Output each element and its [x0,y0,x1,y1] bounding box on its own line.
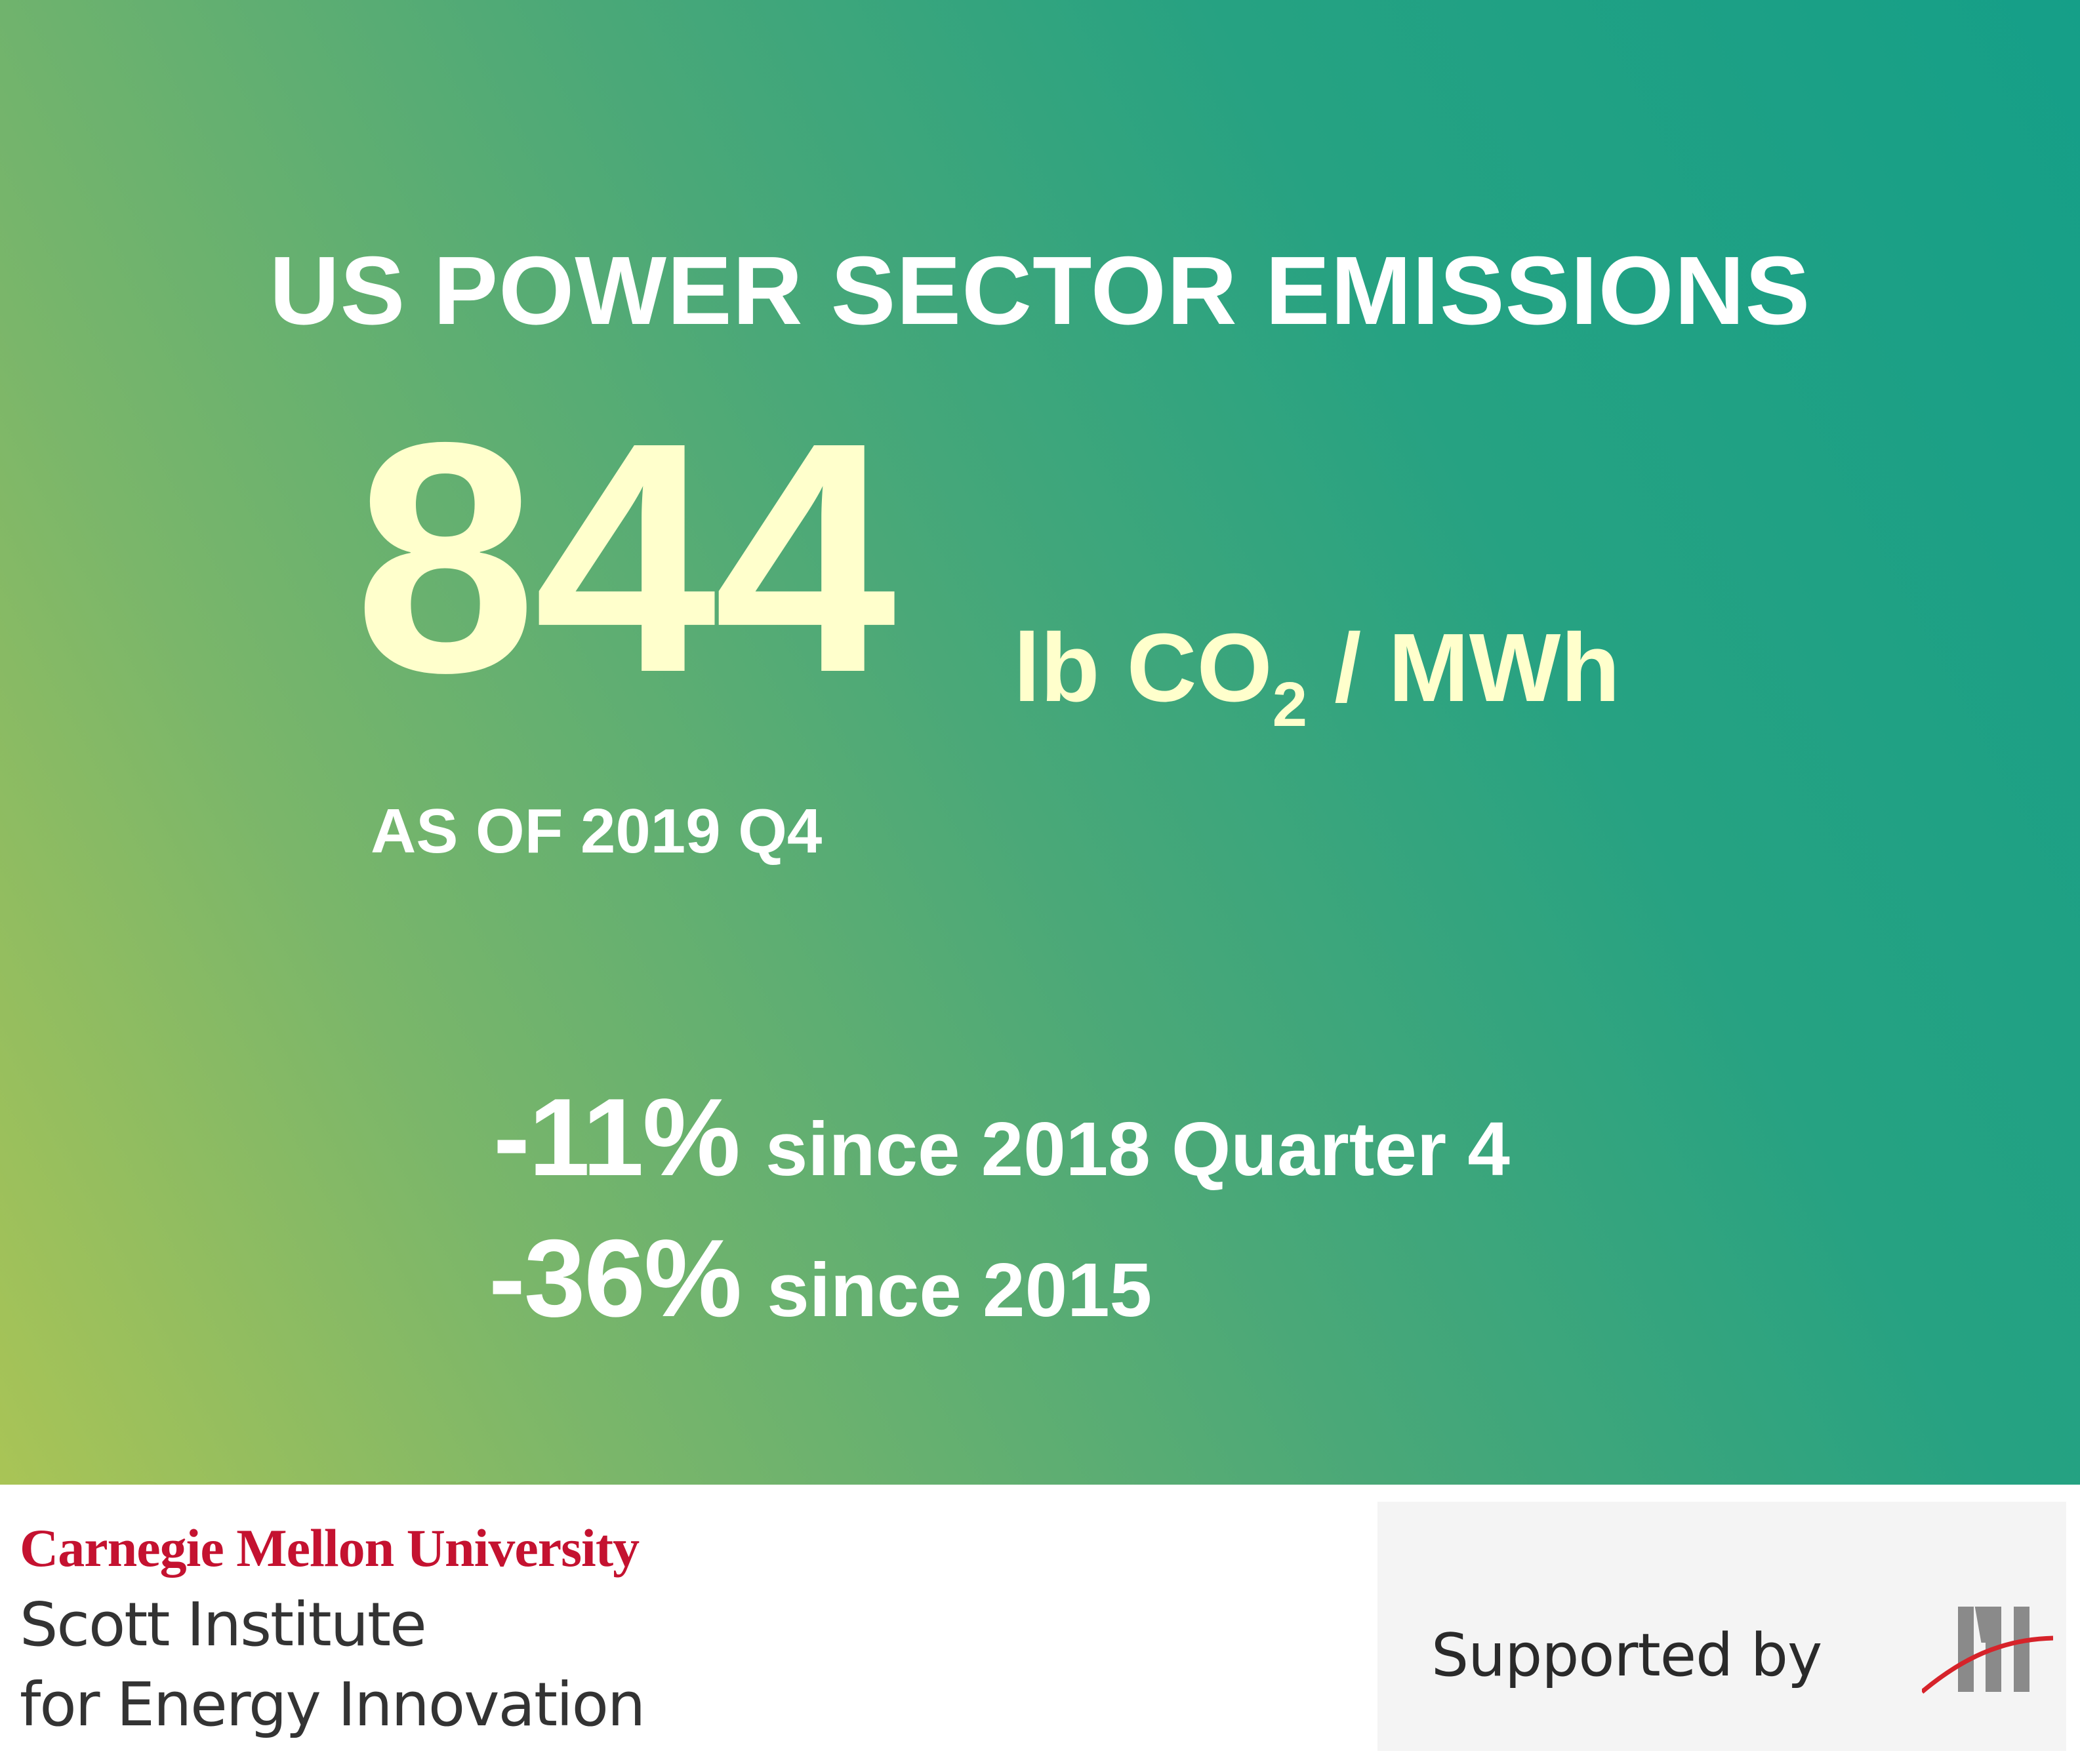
hero-panel: US POWER SECTOR EMISSIONS 844 lb CO2 / M… [0,0,2080,1485]
headline: US POWER SECTOR EMISSIONS [269,237,1811,345]
as-of-label: AS OF 2019 Q4 [371,796,823,866]
cmu-logo: Carnegie Mellon University Scott Institu… [20,1518,645,1740]
change-percent: -36% [489,1216,742,1340]
unit-suffix: / MWh [1307,614,1620,722]
change-percent: -11% [493,1075,741,1199]
emissions-unit: lb CO2 / MWh [1013,620,1620,736]
unit-prefix: lb CO [1013,614,1273,722]
supported-by-label: Supported by [1431,1621,1822,1690]
institute-name-line2: for Energy Innovation [20,1670,645,1740]
emissions-value: 844 [354,374,896,740]
sponsor-logo [1922,1607,2053,1694]
university-name: Carnegie Mellon University [20,1518,640,1578]
institute-name-line1: Scott Institute [20,1590,427,1660]
change-label: since 2018 Quarter 4 [765,1106,1510,1192]
change-stat: -36% since 2015 [489,1223,1152,1333]
change-stat: -11% since 2018 Quarter 4 [493,1082,1510,1192]
unit-subscript: 2 [1272,670,1308,740]
change-label: since 2015 [767,1247,1152,1333]
sponsor-panel: Supported by [1377,1502,2066,1751]
